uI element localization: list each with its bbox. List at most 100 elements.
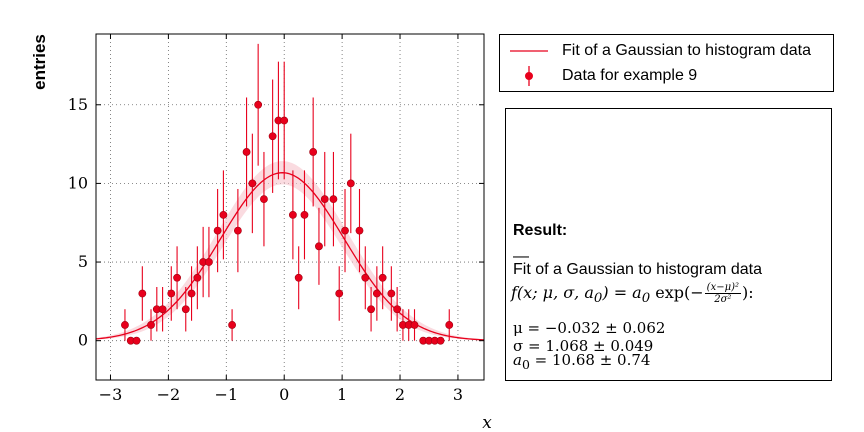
result-rule: —: [513, 248, 529, 265]
param-sigma: σ = 1.068 ± 0.049: [513, 337, 654, 355]
formula-sub-2: 0: [641, 291, 651, 307]
point-marker-17: [233, 226, 242, 235]
point-marker-30: [320, 195, 329, 204]
data-point-19: [248, 133, 257, 234]
point-marker-34: [346, 179, 355, 188]
data-point-39: [378, 246, 387, 310]
point-marker-40: [387, 289, 396, 298]
data-point-25: [288, 170, 297, 260]
y-tick-label-2: 10: [68, 173, 88, 192]
point-marker-10: [187, 289, 196, 298]
param-a0-sub: 0: [521, 357, 530, 372]
data-point-3: [138, 266, 147, 321]
point-marker-41: [393, 305, 402, 314]
x-tick-label-2: −1: [215, 385, 239, 404]
data-point-14: [213, 188, 222, 273]
data-point-22: [268, 79, 277, 193]
x-tick-label-0: −3: [99, 385, 123, 404]
point-marker-29: [315, 242, 323, 251]
legend: Fit of a Gaussian to histogram data Data…: [499, 34, 834, 92]
formula-end: ):: [742, 283, 754, 302]
data-point-44: [410, 309, 419, 341]
data-point-27: [300, 170, 309, 260]
result-title: Result:: [513, 222, 568, 239]
point-marker-19: [248, 179, 257, 188]
point-marker-33: [341, 226, 349, 235]
data-point-35: [355, 188, 364, 273]
x-tick-label-5: 2: [395, 385, 405, 404]
point-marker-7: [167, 289, 176, 298]
data-point-10: [187, 266, 196, 321]
x-tick-label-4: 1: [337, 385, 347, 404]
data-point-38: [372, 266, 381, 321]
fit-result-box: Result: — Fit of a Gaussian to histogram…: [505, 108, 832, 381]
data-point-4: [147, 309, 155, 341]
point-marker-13: [205, 258, 213, 266]
data-point-24: [280, 61, 289, 180]
data-point-18: [242, 97, 251, 207]
point-marker-25: [288, 210, 297, 219]
formula-exp: exp(−: [650, 283, 704, 302]
result-description: Fit of a Gaussian to histogram data: [513, 261, 763, 278]
formula-numerator: (x−μ)²: [704, 282, 742, 294]
point-marker-3: [138, 289, 147, 298]
y-tick-label-0: 0: [78, 331, 88, 350]
data-point-2: [132, 336, 141, 345]
point-marker-39: [378, 273, 387, 282]
point-marker-15: [219, 210, 228, 219]
point-marker-44: [410, 321, 419, 329]
formula-denominator: 2σ²: [714, 294, 732, 305]
data-point-40: [387, 266, 396, 321]
point-marker-49: [445, 321, 454, 329]
x-axis-label: x: [482, 413, 492, 432]
point-marker-20: [254, 100, 263, 109]
fit-curve: [95, 172, 485, 341]
param-mu: μ = −0.032 ± 0.062: [513, 319, 666, 337]
legend-item-data: Data for example 9: [500, 64, 833, 88]
legend-label-data: Data for example 9: [562, 67, 698, 84]
legend-point-icon: [525, 66, 533, 86]
data-point-8: [173, 246, 181, 310]
x-tick-label-6: 3: [453, 385, 463, 404]
point-marker-35: [355, 226, 364, 235]
formula-lhs: f(x; μ, σ, a: [511, 283, 594, 302]
point-marker-27: [300, 210, 309, 219]
point-marker-24: [280, 116, 289, 125]
x-tick-label-1: −2: [157, 385, 181, 404]
fit-uncertainty-band: [96, 161, 484, 341]
point-marker-14: [213, 226, 222, 235]
legend-line-icon: [510, 50, 548, 52]
data-point-16: [228, 309, 236, 341]
point-marker-28: [309, 148, 318, 156]
data-point-34: [346, 133, 355, 234]
y-tick-label-1: 5: [78, 252, 88, 271]
x-tick-label-3: 0: [279, 385, 289, 404]
point-marker-6: [158, 305, 167, 314]
data-point-36: [361, 246, 370, 310]
point-marker-0: [121, 321, 129, 329]
data-point-33: [341, 188, 349, 273]
point-marker-16: [228, 321, 236, 329]
data-point-17: [233, 188, 242, 273]
data-point-13: [205, 226, 213, 298]
data-point-49: [445, 309, 454, 341]
point-marker-9: [181, 305, 190, 314]
data-point-41: [393, 286, 402, 332]
data-point-32: [335, 266, 344, 321]
plot-frame: [95, 33, 485, 381]
point-marker-18: [242, 148, 251, 156]
data-point-7: [167, 266, 176, 321]
data-point-43: [404, 309, 413, 341]
axis-ticks: −3 −2 −1 0 1 2 3 0 5 10 15: [68, 34, 484, 404]
data-point-31: [329, 151, 338, 247]
data-point-21: [260, 151, 268, 247]
data-point-9: [181, 286, 190, 332]
legend-item-fit: Fit of a Gaussian to histogram data: [500, 39, 833, 63]
data-point-15: [219, 170, 228, 260]
point-marker-8: [173, 273, 181, 282]
data-point-20: [254, 43, 263, 166]
data-point-26: [294, 246, 303, 310]
point-marker-48: [436, 336, 445, 345]
param-a0: a0 = 10.68 ± 0.74: [513, 352, 650, 373]
data-point-37: [367, 286, 375, 332]
